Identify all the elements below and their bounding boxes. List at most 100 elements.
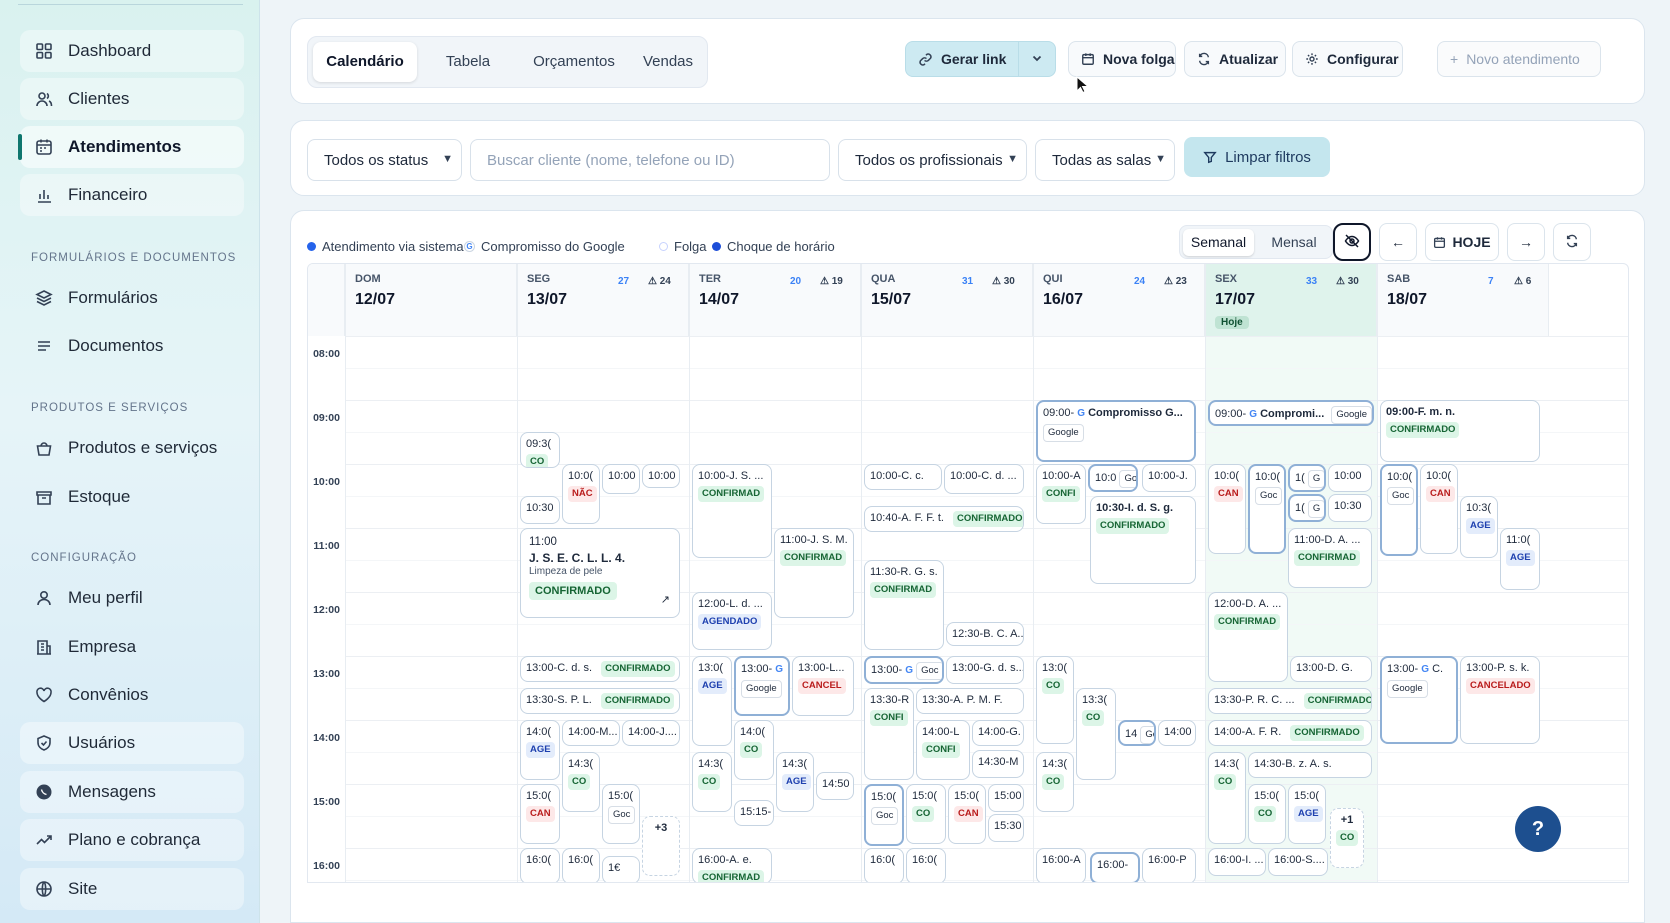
appointment-card[interactable]: 15:0(AGE [1288, 784, 1326, 844]
appointment-card[interactable]: 10:00-J. S. ... CONFIRMAD [692, 464, 772, 558]
appointment-card[interactable]: 10:00-C. d. ... [944, 464, 1024, 494]
appointment-card[interactable]: 09:3(CO [520, 432, 560, 468]
appointment-card[interactable]: 14:3(CO [692, 752, 732, 812]
google-event-card[interactable]: 13:00- G Goc [864, 656, 944, 684]
appointment-card[interactable]: 10:00 [642, 464, 680, 488]
help-button[interactable]: ? [1515, 806, 1561, 852]
tab-calendario[interactable]: Calendário [313, 42, 417, 82]
sidebar-item-documentos[interactable]: Documentos [20, 325, 244, 367]
sidebar-item-meu-perfil[interactable]: Meu perfil [20, 577, 244, 619]
novo-atendimento-button[interactable]: + Novo atendimento [1437, 41, 1601, 77]
appointment-card[interactable]: 1€ [602, 856, 640, 882]
appointment-card[interactable]: 10:30-I. d. S. g. CONFIRMADO [1090, 496, 1196, 584]
google-event-card[interactable]: 10:0(Goc [1248, 464, 1286, 554]
appointment-card[interactable]: 14:00-G. [972, 720, 1024, 746]
hide-toggle-button[interactable] [1333, 223, 1371, 261]
day-header[interactable]: QUA 15/07 31 ⚠ 30 [861, 264, 1033, 336]
gerar-link-button[interactable]: Gerar link [905, 41, 1019, 77]
appointment-card[interactable]: 11:00-J. S. M. CONFIRMAD [774, 528, 854, 618]
google-event-card[interactable]: 10:0 Go [1088, 464, 1138, 492]
prev-week-button[interactable]: ← [1379, 223, 1417, 261]
appointment-card[interactable]: 15:00 [988, 784, 1024, 812]
appointment-card[interactable]: 10:00-J. [1142, 464, 1196, 492]
day-header[interactable]: DOM 12/07 [345, 264, 517, 336]
day-header[interactable]: TER 14/07 20 ⚠ 19 [689, 264, 861, 336]
appointment-card[interactable]: 10:00 [602, 464, 640, 494]
appointment-card[interactable]: 15:0(CAN [520, 784, 560, 844]
appointment-card[interactable]: 11:00-D. A. ... CONFIRMAD [1288, 528, 1372, 588]
sidebar-item-formularios[interactable]: Formulários [20, 277, 244, 319]
sidebar-item-financeiro[interactable]: Financeiro [20, 174, 244, 216]
appointment-card[interactable]: 16:0( [562, 848, 600, 882]
hoje-button[interactable]: HOJE [1425, 223, 1499, 261]
appointment-card[interactable]: 14:30-B. z. A. s. [1248, 752, 1372, 778]
next-week-button[interactable]: → [1507, 223, 1545, 261]
appointment-card[interactable]: 14:00-M... [562, 720, 620, 746]
appointment-card[interactable]: 14:00-J.... [622, 720, 680, 746]
sidebar-item-plano[interactable]: Plano e cobrança [20, 819, 244, 861]
appointment-card[interactable]: 13:30-R CONFI [864, 688, 914, 780]
appointment-card[interactable]: 16:00-S.... [1268, 848, 1328, 876]
google-event-card[interactable]: 09:00- G Compromi... Google [1208, 400, 1374, 426]
day-header-today[interactable]: SEX 17/07 33 ⚠ 30 Hoje [1205, 264, 1377, 336]
google-event-card[interactable]: 14 Go [1118, 720, 1156, 746]
appointment-card[interactable]: 13:0(AGE [692, 656, 732, 746]
sidebar-item-mensagens[interactable]: Mensagens [20, 771, 244, 813]
appointment-card[interactable]: 11:30-R. G. s. CONFIRMAD [864, 560, 944, 650]
sidebar-item-site[interactable]: Site [20, 868, 244, 910]
google-event-card[interactable]: 10:0(Goc [1380, 464, 1418, 556]
salas-select[interactable]: Todas as salas ▼ [1035, 139, 1175, 181]
appointment-card[interactable]: 10:00-A CONFI [1036, 464, 1086, 524]
google-event-card[interactable]: 16:00- [1090, 852, 1140, 882]
appointment-card[interactable]: 12:00-D. A. ... CONFIRMAD [1208, 592, 1288, 682]
sidebar-item-produtos[interactable]: Produtos e serviços [20, 427, 244, 469]
appointment-card[interactable]: 13:00-L... CANCEL [792, 656, 854, 716]
google-event-card[interactable]: 1( G [1288, 464, 1326, 492]
appointment-card[interactable]: 09:00-F. m. n. CONFIRMADO [1380, 400, 1540, 462]
appointment-card[interactable]: 12:30-B. C. A... [946, 622, 1024, 646]
appointment-card[interactable]: 13:30-P. R. C. ... CONFIRMADO [1208, 688, 1372, 714]
appointment-card[interactable]: 14:00 [1158, 720, 1196, 746]
external-link-icon[interactable]: ↗ [660, 594, 670, 606]
appointment-card[interactable]: 16:00-P [1142, 848, 1196, 882]
nova-folga-button[interactable]: Nova folga [1068, 41, 1176, 77]
google-event-card[interactable]: 13:00- G Google [734, 656, 790, 716]
appointment-card[interactable]: 10:3(AGE [1460, 496, 1498, 558]
appointment-card[interactable]: 14:3(CO [1208, 752, 1246, 844]
appointment-card[interactable]: 16:00-I. ... [1208, 848, 1266, 876]
appointment-card[interactable]: 14:0(CO [734, 720, 774, 780]
appointment-card[interactable]: 15:15- [734, 800, 774, 826]
appointment-card[interactable]: 10:0(NÃC [562, 464, 600, 524]
day-header[interactable]: SEG 13/07 27 ⚠ 24 [517, 264, 689, 336]
sidebar-item-estoque[interactable]: Estoque [20, 476, 244, 518]
appointment-card[interactable]: 10:00-C. c. [864, 464, 942, 490]
tab-tabela[interactable]: Tabela [445, 53, 491, 70]
google-event-card[interactable]: 13:00- G C. Google [1380, 656, 1458, 744]
mensal-button[interactable]: Mensal [1271, 234, 1317, 250]
search-input[interactable]: Buscar cliente (nome, telefone ou ID) [470, 139, 830, 181]
more-events-button[interactable]: +3 [642, 816, 680, 876]
appointment-card[interactable]: 13:3(CO [1076, 688, 1116, 780]
semanal-button[interactable]: Semanal [1183, 229, 1254, 256]
day-header[interactable]: SAB 18/07 7 ⚠ 6 [1377, 264, 1549, 336]
appointment-card[interactable]: 11:0(AGE [1500, 528, 1540, 590]
status-select[interactable]: Todos os status ▼ [307, 139, 462, 181]
appointment-card[interactable]: 11:00 J. S. E. C. L. L. 4. Limpeza de pe… [520, 528, 680, 618]
appointment-card[interactable]: 16:0( [520, 848, 560, 882]
appointment-card[interactable]: 14:3(CO [1036, 752, 1074, 812]
appointment-card[interactable]: 12:00-L. d. ... AGENDADO [692, 592, 772, 650]
appointment-card[interactable]: 10:0(CAN [1420, 464, 1458, 554]
appointment-card[interactable]: 13:00-C. d. s. CONFIRMADO [520, 656, 680, 682]
sidebar-item-empresa[interactable]: Empresa [20, 626, 244, 668]
appointment-card[interactable]: 14:3(AGE [776, 752, 814, 812]
appointment-card[interactable]: 16:00-A [1036, 848, 1086, 882]
appointment-card[interactable]: 13:0(CO [1036, 656, 1074, 744]
day-header[interactable]: QUI 16/07 24 ⚠ 23 [1033, 264, 1205, 336]
appointment-card[interactable]: 14:00-L CONFI [916, 720, 970, 780]
google-event-card[interactable]: 15:0(Goc [864, 784, 904, 846]
appointment-card[interactable]: 13:30-S. P. L. CONFIRMADO [520, 688, 680, 714]
appointment-card[interactable]: 10:40-A. F. F. t. CONFIRMADO [864, 506, 1024, 532]
appointment-card[interactable]: 15:0(CO [906, 784, 946, 844]
atualizar-button[interactable]: Atualizar [1184, 41, 1286, 77]
sidebar-item-usuarios[interactable]: Usuários [20, 722, 244, 764]
